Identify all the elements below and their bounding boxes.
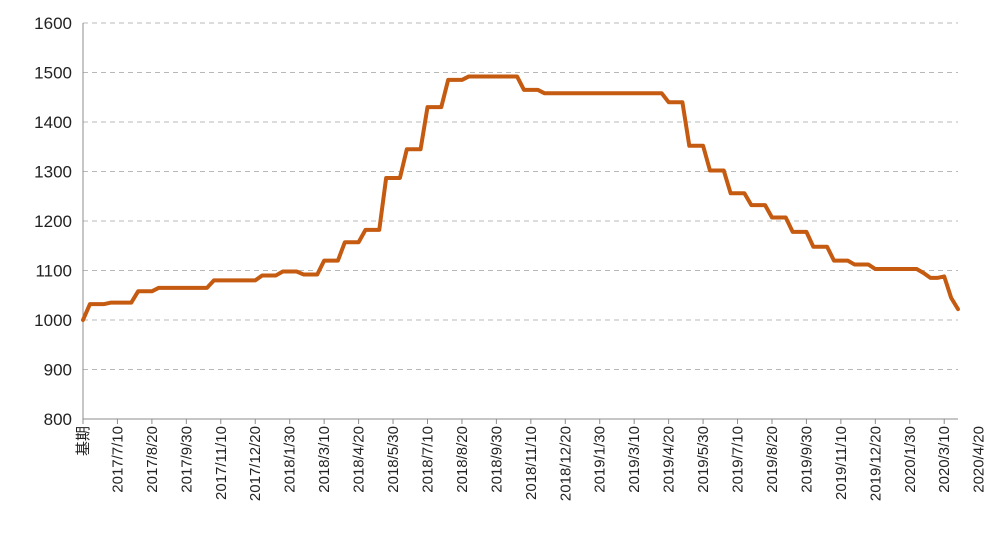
x-tick-label: 2019/9/30 [798, 426, 815, 493]
x-tick-label: 2019/7/10 [730, 426, 747, 493]
x-tick-label: 2017/7/10 [109, 426, 126, 493]
axes [82, 23, 958, 424]
y-tick-label: 1200 [34, 212, 72, 231]
y-tick-label: 1400 [34, 113, 72, 132]
x-tick-label: 2019/1/30 [592, 426, 609, 493]
x-tick-label: 2018/12/20 [557, 426, 574, 501]
x-tick-label: 2018/5/30 [385, 426, 402, 493]
x-tick-label: 2020/4/20 [971, 426, 984, 493]
x-tick-label: 2018/4/20 [351, 426, 368, 493]
x-tick-label: 2018/1/30 [282, 426, 299, 493]
y-tick-label: 1600 [34, 14, 72, 33]
x-tick-label: 2018/8/20 [454, 426, 471, 493]
x-tick-label: 2018/3/10 [316, 426, 333, 493]
x-axis-tick-labels: 基期 2017/7/10 2017/8/20 2017/9/30 2017/11/10 2… [75, 426, 984, 501]
x-tick-label: 2017/12/20 [247, 426, 264, 501]
series-line [81, 74, 960, 322]
y-tick-label: 1500 [34, 64, 72, 83]
y-tick-label: 1300 [34, 163, 72, 182]
x-tick-label: 2020/3/10 [936, 426, 953, 493]
y-axis-tick-labels: 800 900 1000 1100 1200 1300 1400 1500 1600 [34, 14, 72, 429]
x-tick-label: 2017/11/10 [213, 426, 230, 500]
series-layer [81, 74, 960, 322]
y-tick-label: 900 [44, 361, 72, 380]
x-tick-label: 2019/4/20 [661, 426, 678, 493]
x-tick-label: 2017/8/20 [144, 426, 161, 493]
y-tick-label: 1100 [35, 262, 72, 281]
x-tick-label: 2018/9/30 [488, 426, 505, 493]
x-tick-label: 2018/7/10 [419, 426, 436, 493]
y-tick-label: 1000 [34, 311, 72, 330]
x-tick-label: 2019/11/10 [833, 426, 850, 500]
x-tick-label: 2017/9/30 [178, 426, 195, 493]
gridlines [83, 22, 958, 370]
x-tick-label: 2020/1/30 [902, 426, 919, 493]
x-tick-label: 2018/11/10 [523, 426, 540, 500]
x-tick-label: 2019/12/20 [867, 426, 884, 501]
x-tick-label: 2019/8/20 [764, 426, 781, 493]
x-tick-label: 基期 [75, 426, 92, 456]
y-tick-label: 800 [44, 410, 72, 429]
x-tick-label: 2019/5/30 [695, 426, 712, 493]
x-tick-label: 2019/3/10 [626, 426, 643, 493]
